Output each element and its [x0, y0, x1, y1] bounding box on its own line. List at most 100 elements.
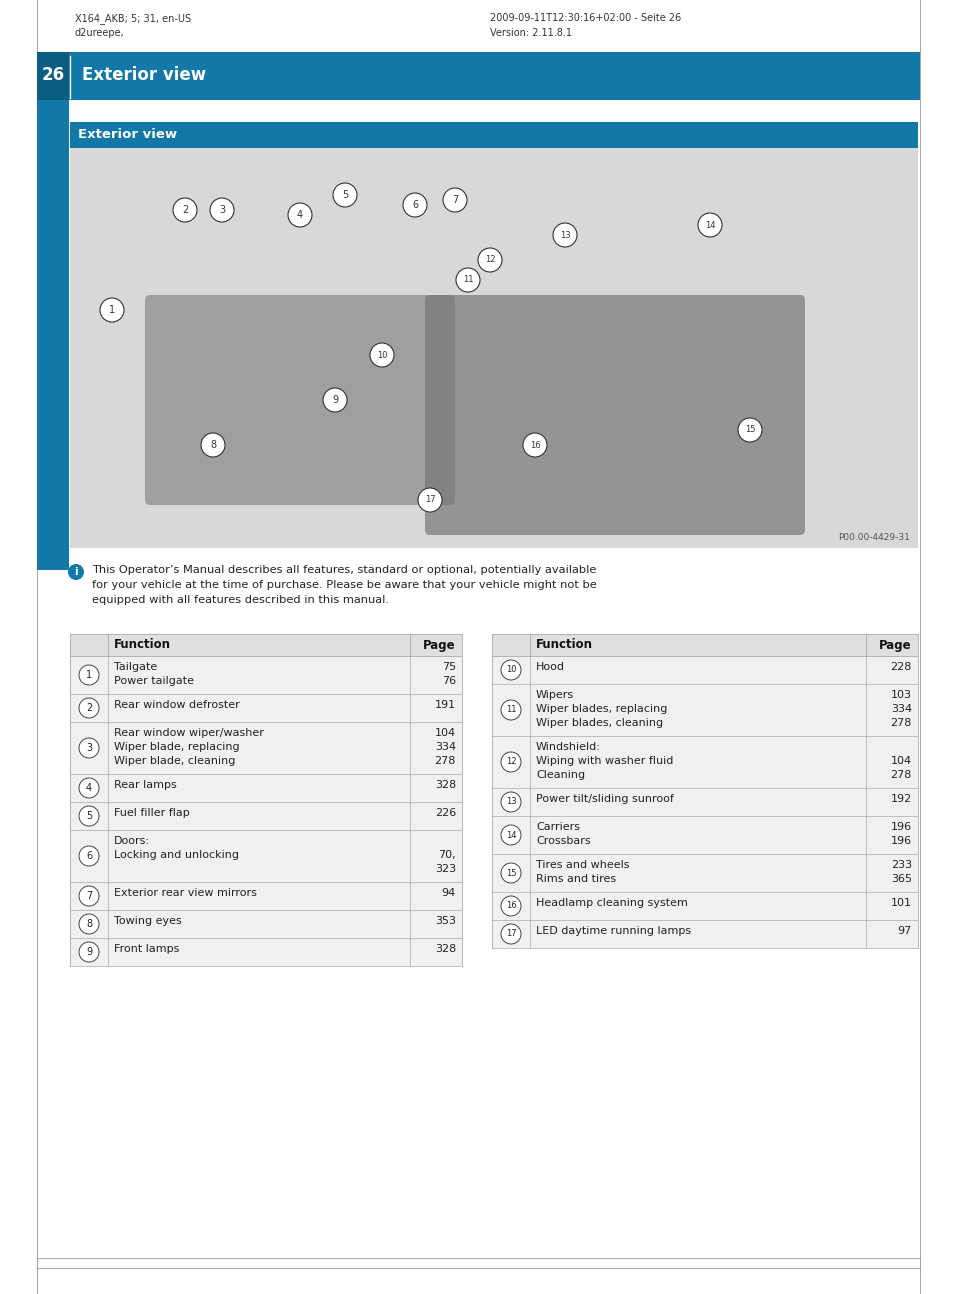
Text: X164_AKB; 5; 31, en-US: X164_AKB; 5; 31, en-US — [75, 13, 191, 23]
Text: 6: 6 — [412, 201, 417, 210]
Text: Wiper blades, replacing: Wiper blades, replacing — [536, 704, 667, 714]
Bar — [70, 122, 917, 148]
Text: i: i — [74, 567, 78, 577]
Bar — [492, 656, 917, 685]
Bar — [70, 883, 461, 910]
Circle shape — [79, 697, 99, 718]
Text: 233: 233 — [890, 861, 911, 870]
Text: 11: 11 — [505, 705, 516, 714]
Bar — [492, 920, 917, 949]
Text: Page: Page — [879, 638, 911, 651]
Text: 103: 103 — [890, 690, 911, 700]
Text: 328: 328 — [435, 780, 456, 791]
Text: Rear window defroster: Rear window defroster — [113, 700, 239, 710]
Text: 278: 278 — [435, 756, 456, 766]
Text: Fuel filler flap: Fuel filler flap — [113, 807, 190, 818]
Text: 104: 104 — [435, 729, 456, 738]
Text: 3: 3 — [218, 204, 225, 215]
Bar — [70, 829, 461, 883]
Text: 328: 328 — [435, 945, 456, 954]
Bar — [492, 892, 917, 920]
Text: Wiper blades, cleaning: Wiper blades, cleaning — [536, 718, 662, 729]
Text: Version: 2.11.8.1: Version: 2.11.8.1 — [490, 28, 572, 38]
Bar — [37, 52, 69, 100]
Bar — [492, 634, 917, 656]
Text: Exterior view: Exterior view — [78, 128, 177, 141]
Bar — [70, 148, 917, 547]
Text: 15: 15 — [505, 868, 516, 877]
Text: 97: 97 — [897, 927, 911, 936]
Text: Wiper blade, replacing: Wiper blade, replacing — [113, 741, 239, 752]
Text: Power tailgate: Power tailgate — [113, 675, 193, 686]
Text: 11: 11 — [462, 276, 473, 285]
Circle shape — [500, 826, 520, 845]
Text: 9: 9 — [332, 395, 337, 405]
Bar — [70, 938, 461, 967]
Circle shape — [79, 942, 99, 961]
Text: 104: 104 — [890, 756, 911, 766]
Text: 12: 12 — [484, 255, 495, 264]
Circle shape — [500, 792, 520, 813]
Circle shape — [68, 564, 84, 580]
Text: 14: 14 — [704, 220, 715, 229]
Text: 76: 76 — [441, 675, 456, 686]
Bar — [492, 788, 917, 817]
Circle shape — [79, 778, 99, 798]
Text: Crossbars: Crossbars — [536, 836, 590, 846]
Circle shape — [100, 298, 124, 322]
Circle shape — [79, 914, 99, 934]
Text: Wipers: Wipers — [536, 690, 574, 700]
Text: 6: 6 — [86, 851, 92, 861]
Text: 5: 5 — [86, 811, 92, 820]
Circle shape — [522, 433, 546, 457]
Bar — [492, 817, 917, 854]
Text: 16: 16 — [505, 902, 516, 911]
Text: 228: 228 — [890, 663, 911, 672]
Text: 226: 226 — [435, 807, 456, 818]
Text: 1: 1 — [109, 305, 115, 314]
Text: Wiping with washer fluid: Wiping with washer fluid — [536, 756, 673, 766]
Text: LED daytime running lamps: LED daytime running lamps — [536, 927, 690, 936]
Text: 4: 4 — [86, 783, 92, 793]
Circle shape — [500, 924, 520, 945]
Text: Headlamp cleaning system: Headlamp cleaning system — [536, 898, 687, 908]
Text: 278: 278 — [890, 770, 911, 780]
Circle shape — [370, 343, 394, 367]
Text: 13: 13 — [505, 797, 516, 806]
Text: Function: Function — [113, 638, 171, 651]
Text: 3: 3 — [86, 743, 92, 753]
Text: 12: 12 — [505, 757, 516, 766]
Text: 196: 196 — [890, 836, 911, 846]
Text: Page: Page — [423, 638, 456, 651]
Text: Carriers: Carriers — [536, 822, 579, 832]
Circle shape — [288, 203, 312, 226]
Text: for your vehicle at the time of purchase. Please be aware that your vehicle migh: for your vehicle at the time of purchase… — [91, 580, 597, 590]
Bar — [70, 774, 461, 802]
Text: 192: 192 — [890, 795, 911, 804]
Text: Exterior rear view mirrors: Exterior rear view mirrors — [113, 888, 256, 898]
Text: Rear window wiper/washer: Rear window wiper/washer — [113, 729, 264, 738]
Text: 8: 8 — [86, 919, 92, 929]
Circle shape — [442, 188, 467, 212]
Bar — [70, 722, 461, 774]
Text: 2009-09-11T12:30:16+02:00 - Seite 26: 2009-09-11T12:30:16+02:00 - Seite 26 — [490, 13, 680, 23]
Text: 101: 101 — [890, 898, 911, 908]
Text: Tailgate: Tailgate — [113, 663, 157, 672]
Text: This Operator’s Manual describes all features, standard or optional, potentially: This Operator’s Manual describes all fea… — [91, 565, 596, 575]
Text: 10: 10 — [376, 351, 387, 360]
Bar — [492, 685, 917, 736]
Circle shape — [456, 268, 479, 292]
Circle shape — [323, 388, 347, 411]
Circle shape — [201, 433, 225, 457]
Text: 7: 7 — [452, 195, 457, 204]
Text: 365: 365 — [890, 873, 911, 884]
Text: 26: 26 — [41, 66, 65, 84]
Circle shape — [79, 886, 99, 906]
Bar — [70, 802, 461, 829]
Bar — [37, 52, 919, 100]
Text: 9: 9 — [86, 947, 92, 958]
FancyBboxPatch shape — [424, 295, 804, 534]
Text: Tires and wheels: Tires and wheels — [536, 861, 629, 870]
Text: 17: 17 — [505, 929, 516, 938]
Text: Rear lamps: Rear lamps — [113, 780, 176, 791]
